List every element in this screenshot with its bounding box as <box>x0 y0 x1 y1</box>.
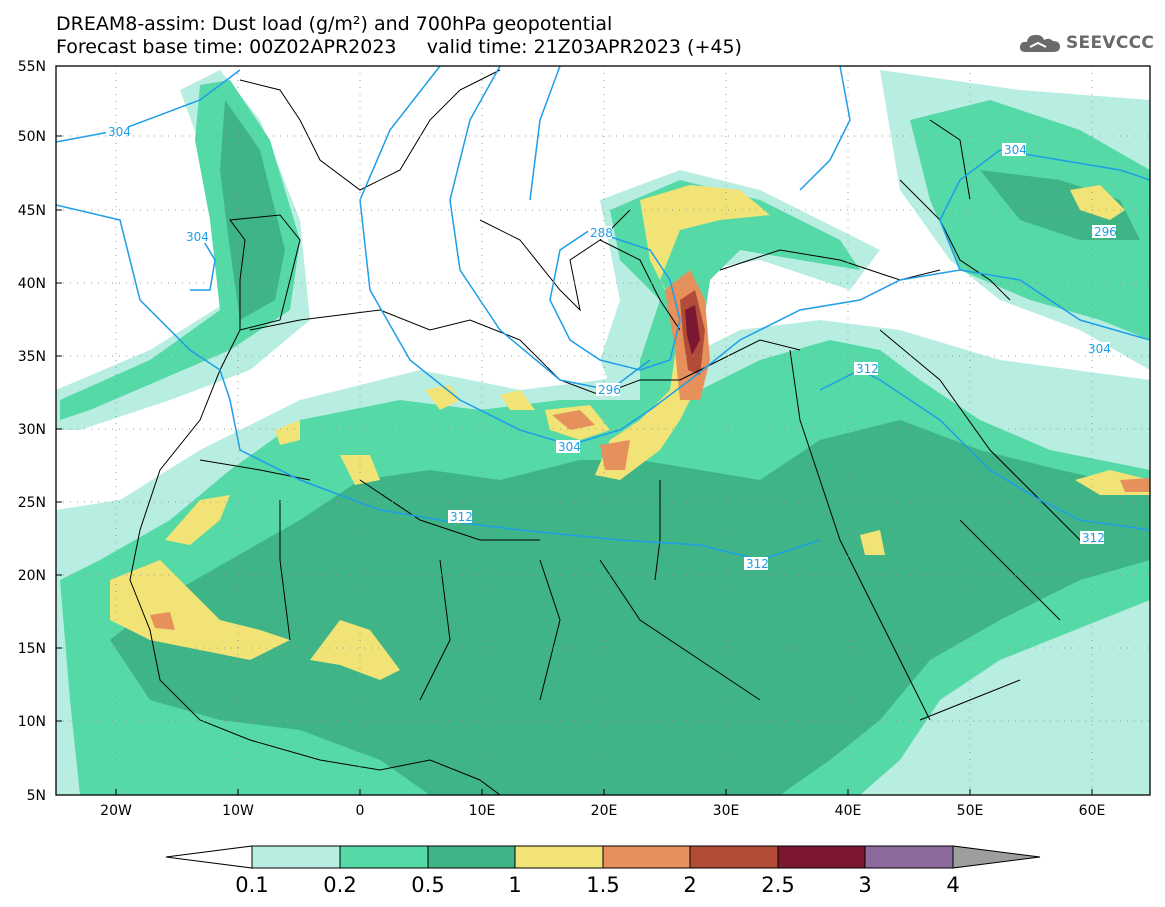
contour-label: 296 <box>1094 225 1117 239</box>
dust-load-field <box>56 70 1150 795</box>
lon-label: 20E <box>591 803 618 819</box>
colorbar-segment <box>689 845 779 869</box>
contour-labels: 304 304 304 288 296 304 312 312 312 296 … <box>106 125 1117 571</box>
contour-label: 304 <box>108 125 131 139</box>
colorbar-upper-triangle <box>952 845 1041 869</box>
colorbar-segment <box>514 845 604 869</box>
lat-label: 25N <box>18 495 46 511</box>
contour-label: 304 <box>186 230 209 244</box>
colorbar-label: 2.5 <box>761 873 794 897</box>
contour-label: 312 <box>856 362 879 376</box>
colorbar-label: 2 <box>683 873 696 897</box>
colorbar-segment <box>777 845 866 869</box>
lat-label: 45N <box>18 203 46 219</box>
coastlines <box>129 69 1100 795</box>
map-title: DREAM8-assim: Dust load (g/m²) and 700hP… <box>56 13 613 35</box>
contour-label: 312 <box>1082 531 1105 545</box>
lat-label: 35N <box>18 349 46 365</box>
colorbar-labels: 0.1 0.2 0.5 1 1.5 2 2.5 3 4 <box>235 873 959 897</box>
contour-label: 312 <box>746 557 769 571</box>
map-subtitle: Forecast base time: 00Z02APR2023 valid t… <box>56 36 742 58</box>
contour-label: 312 <box>450 510 473 524</box>
colorbar-segment <box>339 845 429 869</box>
colorbar-label: 1 <box>508 873 521 897</box>
colorbar-lower-triangle <box>165 845 253 869</box>
latitude-labels: 55N 50N 45N 40N 35N 30N 25N 20N 15N 10N … <box>18 59 46 804</box>
lat-label: 5N <box>27 788 46 804</box>
colorbar-label: 1.5 <box>586 873 619 897</box>
longitude-labels: 20W 10W 0 10E 20E 30E 40E 50E 60E <box>100 803 1105 819</box>
colorbar-label: 3 <box>858 873 871 897</box>
lat-label: 40N <box>18 276 46 292</box>
colorbar-segment <box>602 845 691 869</box>
lat-label: 50N <box>18 129 46 145</box>
lat-label: 20N <box>18 568 46 584</box>
colorbar-segment <box>251 845 341 869</box>
lat-label: 15N <box>18 641 46 657</box>
lon-label: 30E <box>713 803 740 819</box>
tick-marks <box>56 135 1093 795</box>
lon-label: 60E <box>1079 803 1106 819</box>
colorbar-segment <box>427 845 516 869</box>
colorbar-segment <box>864 845 954 869</box>
lon-label: 20W <box>100 803 132 819</box>
lon-label: 10E <box>469 803 496 819</box>
colorbar-label: 0.1 <box>235 873 268 897</box>
contour-label: 304 <box>558 440 581 454</box>
contour-label: 296 <box>598 383 621 397</box>
contour-label: 304 <box>1004 143 1027 157</box>
graticule <box>56 66 1150 795</box>
logo-text: SEEVCCC <box>1066 33 1155 53</box>
colorbar-label: 0.2 <box>323 873 356 897</box>
map-frame <box>55 65 1151 796</box>
lon-label: 40E <box>835 803 862 819</box>
lat-label: 30N <box>18 422 46 438</box>
seevccc-logo: SEEVCCC <box>1018 30 1154 56</box>
contour-label: 304 <box>1088 342 1111 356</box>
colorbar: 0.1 0.2 0.5 1 1.5 2 2.5 3 4 <box>165 845 1041 897</box>
lon-label: 0 <box>356 803 365 819</box>
cloud-icon <box>1019 34 1060 52</box>
lon-label: 50E <box>957 803 984 819</box>
contour-label: 288 <box>590 226 613 240</box>
lat-label: 10N <box>18 714 46 730</box>
lon-label: 10W <box>222 803 254 819</box>
lat-label: 55N <box>18 59 46 75</box>
colorbar-label: 4 <box>946 873 959 897</box>
colorbar-label: 0.5 <box>411 873 444 897</box>
